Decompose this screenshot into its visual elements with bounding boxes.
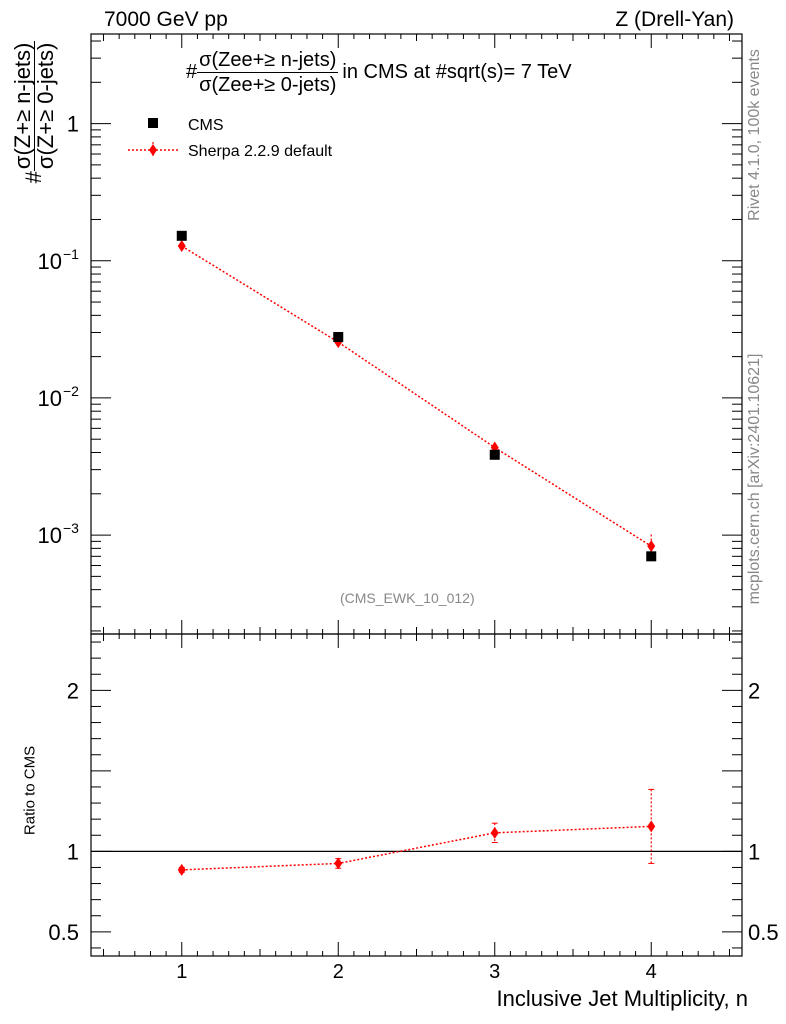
ratio-y-tick-label-right: 0.5 <box>748 920 779 945</box>
x-tick-label: 1 <box>176 961 187 983</box>
main-title-suffix: in CMS at #sqrt(s)= 7 TeV <box>342 61 572 83</box>
main-y-tick-exponent: −3 <box>63 520 79 536</box>
rivet-label: Rivet 4.1.0, 100k events <box>746 49 763 221</box>
ratio-y-tick-label: 2 <box>67 678 79 703</box>
ratio-point <box>177 863 186 876</box>
main-ylabel: # σ(Z+≥ n-jets) σ(Z+≥ 0-jets) <box>9 12 58 212</box>
ratio-y-tick-label-right: 2 <box>748 678 760 703</box>
sherpa-point <box>177 240 186 253</box>
ratio-frame <box>90 633 743 957</box>
main-title-prefix: # <box>186 61 198 83</box>
ratio-point <box>647 820 656 833</box>
ratio-y-ticks <box>91 641 742 949</box>
ratio-line <box>181 825 652 871</box>
main-y-tick-exponent: −2 <box>63 383 79 399</box>
x-ticks <box>103 34 730 956</box>
ratio-point <box>334 857 343 870</box>
x-tick-label: 4 <box>646 961 657 983</box>
sherpa-point <box>647 540 656 553</box>
main-title: # σ(Zee+≥ n-jets) σ(Zee+≥ 0-jets) in CMS… <box>186 48 572 97</box>
legend-cms-label: CMS <box>188 117 224 134</box>
header-right: Z (Drell-Yan) <box>615 8 734 31</box>
cms-point <box>333 332 344 343</box>
x-tick-label: 3 <box>489 961 500 983</box>
main-y-tick-label: 10 <box>38 523 62 548</box>
main-ylabel-fraction: σ(Z+≥ n-jets) σ(Z+≥ 0-jets) <box>9 40 58 172</box>
x-tick-label: 2 <box>333 961 344 983</box>
header-left: 7000 GeV pp <box>104 8 228 31</box>
legend-cms-marker <box>148 118 158 128</box>
ratio-y-tick-label-right: 1 <box>748 839 760 864</box>
ratio-y-tick-label: 1 <box>67 839 79 864</box>
main-title-fraction: σ(Zee+≥ n-jets) σ(Zee+≥ 0-jets) <box>197 48 339 97</box>
main-title-numerator: σ(Zee+≥ n-jets) <box>197 49 339 73</box>
main-y-tick-label: 10 <box>38 249 62 274</box>
cms-point <box>489 449 500 460</box>
main-ylabel-numerator: σ(Z+≥ n-jets) <box>9 40 35 172</box>
main-y-tick-label: 1 <box>67 112 79 137</box>
mcplots-label: mcplots.cern.ch [arXiv:2401.10621] <box>746 353 763 605</box>
ratio-y-tick-label: 0.5 <box>48 920 79 945</box>
analysis-tag: (CMS_EWK_10_012) <box>340 590 475 606</box>
ratio-point <box>490 826 499 839</box>
ratio-ylabel: Ratio to CMS <box>21 745 39 836</box>
main-y-tick-exponent: −1 <box>63 246 79 262</box>
legend-sherpa-label: Sherpa 2.2.9 default <box>188 143 333 160</box>
cms-point <box>176 230 187 241</box>
sherpa-line <box>181 245 652 547</box>
main-title-denominator: σ(Zee+≥ 0-jets) <box>199 74 337 96</box>
main-y-tick-label: 10 <box>38 386 62 411</box>
cms-point <box>646 551 657 562</box>
legend-sherpa-marker <box>149 144 157 156</box>
main-y-ticks <box>91 40 742 632</box>
x-axis-label: Inclusive Jet Multiplicity, n <box>496 986 748 1011</box>
main-ylabel-denominator: σ(Z+≥ 0-jets) <box>32 42 58 170</box>
main-ylabel-prefix: # <box>21 171 46 184</box>
